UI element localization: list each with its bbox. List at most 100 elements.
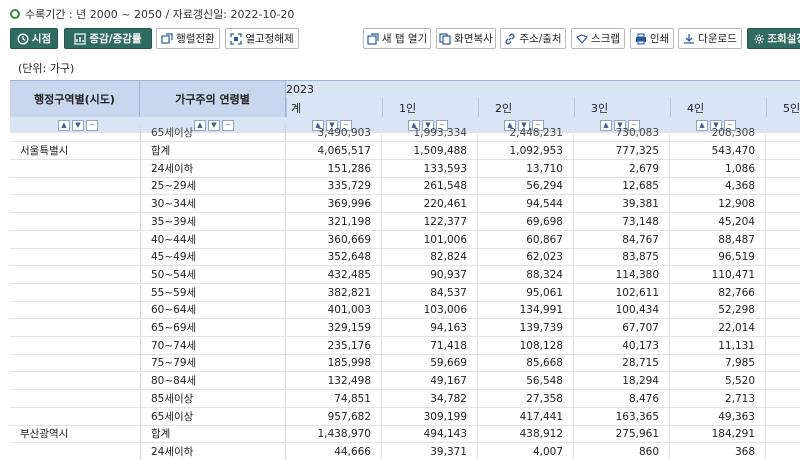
age-group-cell: 45~49세 [140,249,286,267]
header-region[interactable]: 행정구역별(시도) [10,81,140,117]
scrap-button[interactable]: 스크랩 [571,28,625,49]
header-age-group[interactable]: 가구주의 연령별 [140,81,286,117]
collapse-icon[interactable]: − [532,119,544,131]
change-rate-button[interactable]: 증감/증감률 [64,28,152,49]
collapse-icon[interactable]: − [340,119,352,131]
sort-asc-icon[interactable]: ▲ [194,119,206,131]
header-year: 2023 [286,83,314,96]
transpose-button[interactable]: 행렬전환 [156,28,220,49]
value-cell: 67,707 [574,320,670,337]
collapse-icon[interactable]: − [436,119,448,131]
query-settings-label: 조회설정 [767,33,800,45]
info-line: 수록기간 : 년 2000 ~ 2050 / 자료갱신일: 2022-10-20 [10,6,294,22]
info-bullet-icon [10,9,20,19]
header-col-4person[interactable]: 4인 [670,98,766,117]
value-cell: 90,937 [382,266,478,284]
collapse-icon[interactable]: − [222,119,234,131]
sort-desc-icon[interactable]: ▼ [518,119,530,131]
value-cell: 368 [670,443,766,460]
age-group-cell: 24세이하 [140,443,286,460]
header-col-total[interactable]: 계 [286,98,382,117]
age-group-cell: 65~69세 [140,320,286,337]
value-cell: 309,199 [382,408,478,426]
age-group-cell: 합계 [140,426,286,444]
sort-desc-icon[interactable]: ▼ [422,119,434,131]
value-cell: 74,851 [286,390,382,408]
sort-controls-2person: ▲ ▼ − [504,117,546,133]
value-cell: 114,380 [574,266,670,284]
header-col-3person[interactable]: 3인 [574,98,670,117]
download-button[interactable]: 다운로드 [678,28,742,49]
value-cell: 110,471 [670,266,766,284]
clock-icon [17,32,29,45]
sort-asc-icon[interactable]: ▲ [58,119,70,131]
collapse-icon[interactable]: − [86,119,98,131]
value-cell: 49,167 [382,373,478,391]
collapse-icon[interactable]: − [724,119,736,131]
header-col-5person[interactable]: 5인 [766,98,800,117]
value-cell: 220,461 [382,196,478,214]
value-cell: 59,669 [382,355,478,373]
value-cell: 1,509,488 [382,143,478,160]
age-group-cell: 24세이하 [140,160,286,178]
value-cell: 62,023 [478,249,574,267]
table-row: 70~74세 235,176 71,418 108,128 40,173 11,131 [10,337,800,355]
sort-desc-icon[interactable]: ▼ [614,119,626,131]
value-cell: 7,985 [670,355,766,373]
grid-header: 행정구역별(시도) 가구주의 연령별 2023 계 1인 2인 3인 4인 5인… [10,81,800,133]
value-cell: 1,438,970 [286,426,382,444]
address-source-button[interactable]: 주소/출처 [500,28,566,49]
sort-asc-icon[interactable]: ▲ [504,119,516,131]
sort-desc-icon[interactable]: ▼ [72,119,84,131]
table-row: 24세이하 151,286 133,593 13,710 2,679 1,086 [10,160,800,178]
unfreeze-columns-button[interactable]: 열고정해제 [225,28,299,49]
screen-copy-button[interactable]: 화면복사 [436,28,496,49]
value-cell: 94,544 [478,196,574,214]
value-cell: 56,294 [478,178,574,196]
age-group-cell: 55~59세 [140,284,286,302]
sort-asc-icon[interactable]: ▲ [408,119,420,131]
value-cell: 543,470 [670,143,766,160]
value-cell: 163,365 [574,408,670,426]
age-group-cell: 75~79세 [140,355,286,373]
download-icon [684,33,695,44]
value-cell: 132,498 [286,373,382,391]
value-cell: 401,003 [286,302,382,320]
unfreeze-columns-label: 열고정해제 [245,33,294,45]
data-grid: 행정구역별(시도) 가구주의 연령별 2023 계 1인 2인 3인 4인 5인… [10,80,800,460]
value-cell: 329,159 [286,320,382,337]
age-group-cell: 65세이상 [140,408,286,426]
sort-desc-icon[interactable]: ▼ [710,119,722,131]
value-cell: 352,648 [286,249,382,267]
sort-controls-3person: ▲ ▼ − [600,117,642,133]
table-row: 합계 4,065,517 1,509,488 1,092,953 777,325 543,… [10,143,800,160]
sort-asc-icon[interactable]: ▲ [696,119,708,131]
time-point-button[interactable]: 시점 [10,28,58,49]
value-cell: 73,148 [574,213,670,231]
query-settings-button[interactable]: 조회설정 [747,28,800,49]
region-cell: 부산광역시 [20,428,69,441]
value-cell: 39,381 [574,196,670,214]
sort-asc-icon[interactable]: ▲ [312,119,324,131]
age-group-cell: 25~29세 [140,178,286,196]
sort-desc-icon[interactable]: ▼ [326,119,338,131]
value-cell: 4,368 [670,178,766,196]
age-group-cell: 65세이상 [140,125,286,142]
value-cell: 5,520 [670,373,766,391]
collapse-icon[interactable]: − [628,119,640,131]
value-cell: 184,291 [670,426,766,444]
age-group-cell: 80~84세 [140,373,286,391]
new-tab-button[interactable]: 새 탭 열기 [363,28,431,49]
table-row: 60~64세 401,003 103,006 134,991 100,434 52,298 [10,302,800,320]
table-row: 25~29세 335,729 261,548 56,294 12,685 4,368 [10,178,800,196]
print-button[interactable]: 인쇄 [630,28,674,49]
value-cell: 40,173 [574,337,670,355]
value-cell: 56,548 [478,373,574,391]
value-cell: 69,698 [478,213,574,231]
sort-asc-icon[interactable]: ▲ [600,119,612,131]
header-col-2person[interactable]: 2인 [478,98,574,117]
table-row: 40~44세 360,669 101,006 60,867 84,767 88,487 [10,231,800,249]
sort-desc-icon[interactable]: ▼ [208,119,220,131]
header-col-1person[interactable]: 1인 [382,98,478,117]
table-row: 45~49세 352,648 82,824 62,023 83,875 96,519 [10,249,800,267]
